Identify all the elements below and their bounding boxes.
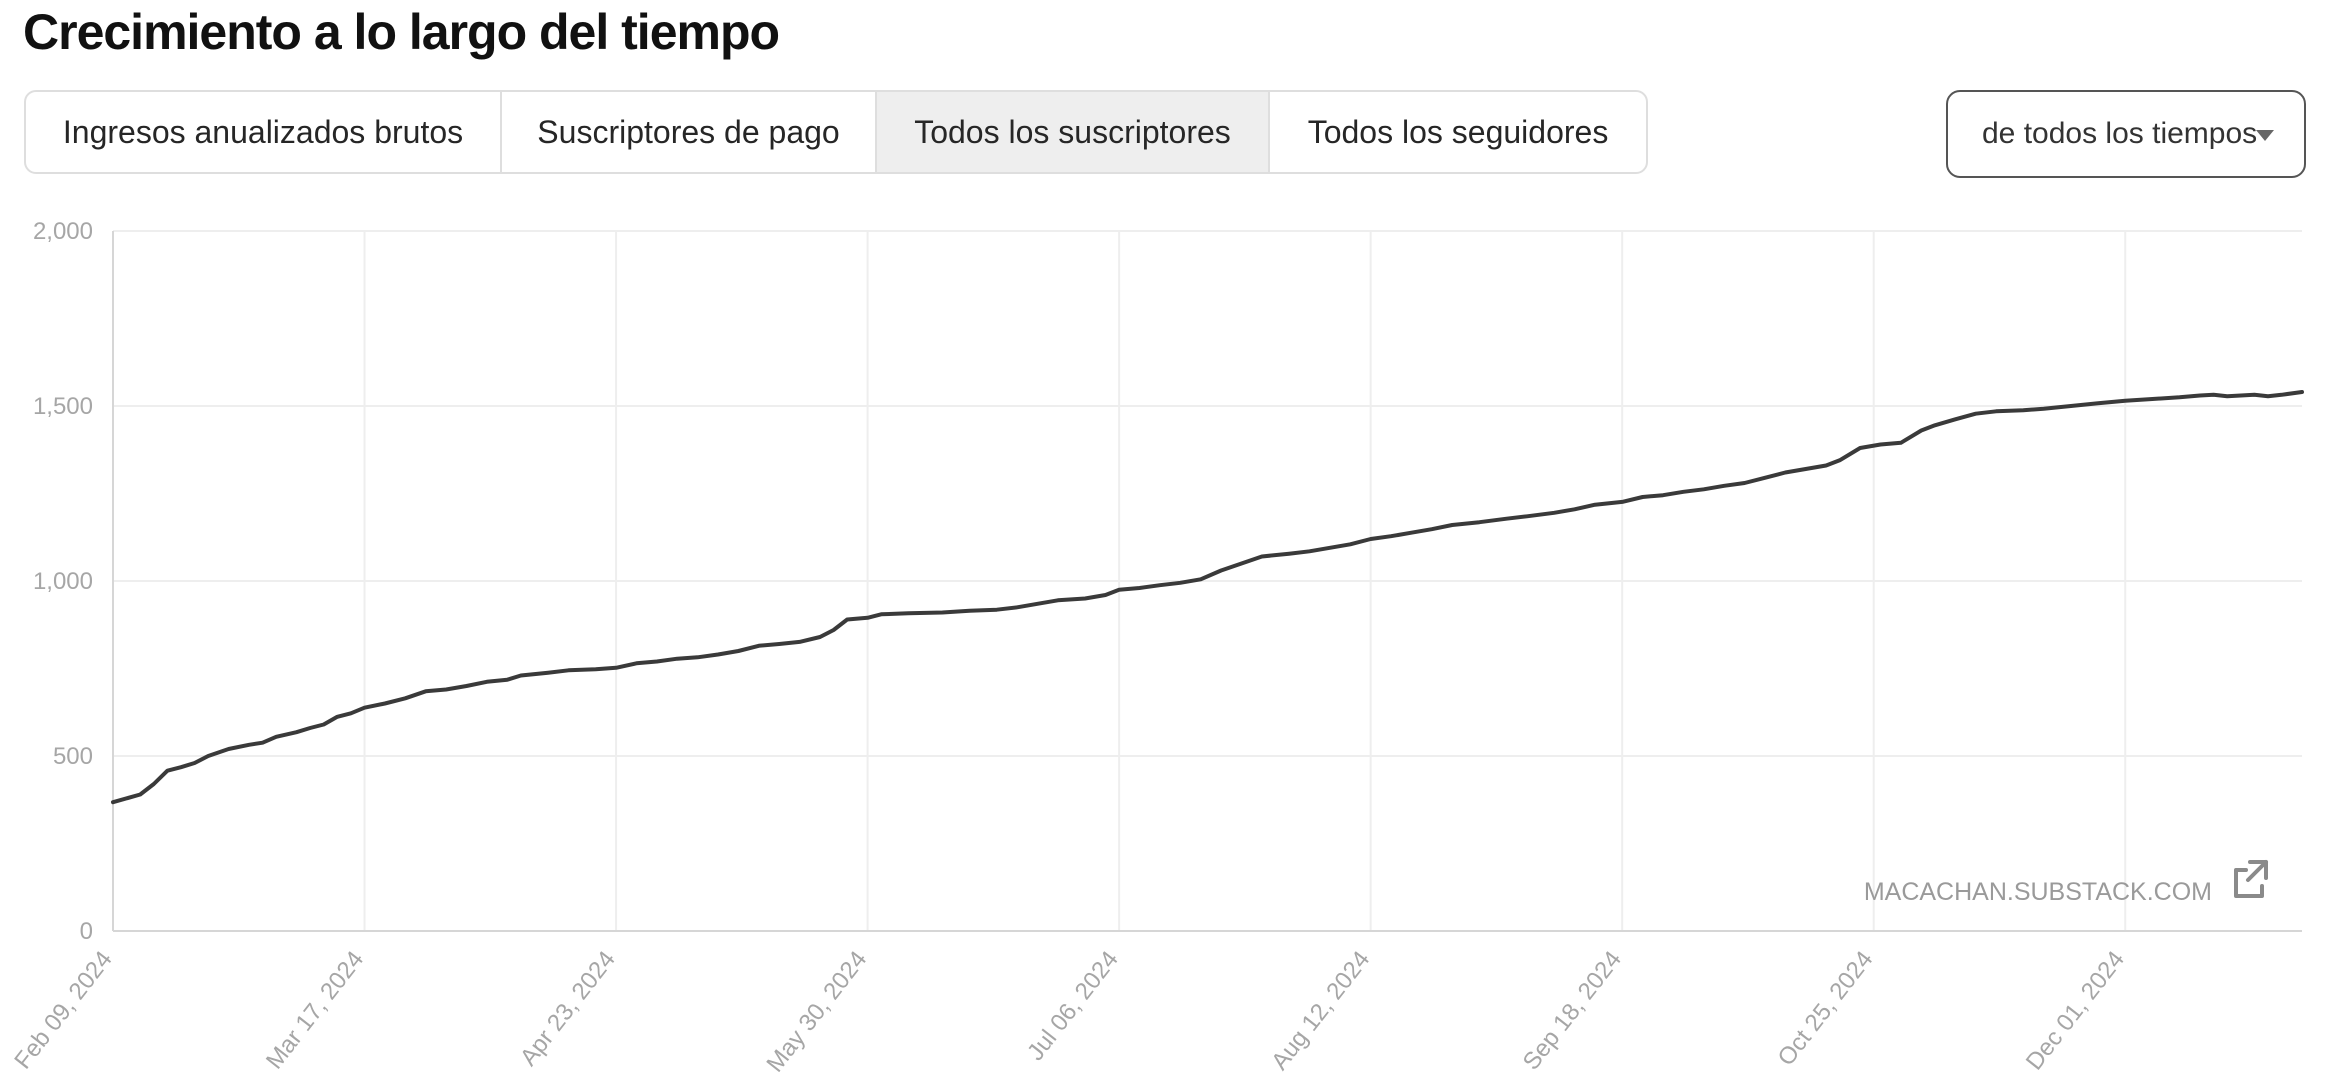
x-tick-label: Sep 18, 2024 — [1518, 946, 1627, 1075]
tab-ingresos-anualizados-brutos[interactable]: Ingresos anualizados brutos — [26, 92, 502, 172]
x-tick-label: Oct 25, 2024 — [1773, 946, 1879, 1071]
watermark-link[interactable]: MACACHAN.SUBSTACK.COM — [1864, 878, 2212, 906]
grid — [113, 230, 2302, 931]
x-tick-label: Dec 01, 2024 — [2021, 946, 2130, 1075]
metric-tabs: Ingresos anualizados brutos Suscriptores… — [24, 90, 1648, 174]
y-tick-label: 1,000 — [33, 568, 93, 595]
x-tick-label: Aug 12, 2024 — [1266, 946, 1375, 1075]
x-tick-label: Feb 09, 2024 — [9, 946, 117, 1074]
x-tick-label: Mar 17, 2024 — [261, 946, 369, 1074]
external-link-icon[interactable] — [2234, 860, 2268, 898]
y-tick-label: 1,500 — [33, 393, 93, 420]
y-tick-label: 500 — [53, 743, 93, 770]
tab-suscriptores-de-pago[interactable]: Suscriptores de pago — [502, 92, 877, 172]
tab-todos-los-suscriptores[interactable]: Todos los suscriptores — [877, 92, 1270, 172]
series-line-todos-los-suscriptores[interactable] — [111, 390, 2304, 805]
x-axis-ticks: Feb 09, 2024 Mar 17, 2024 Apr 23, 2024 May … — [9, 946, 2130, 1077]
y-tick-label: 2,000 — [33, 218, 93, 245]
x-tick-label: Jul 06, 2024 — [1022, 946, 1124, 1066]
time-range-value: de todos los tiempos — [1982, 117, 2258, 150]
page-title: Crecimiento a lo largo del tiempo — [23, 4, 780, 60]
tab-todos-los-seguidores[interactable]: Todos los seguidores — [1307, 113, 1609, 150]
y-tick-label: 0 — [80, 918, 93, 945]
axes — [112, 231, 2302, 932]
time-range-select[interactable]: de todos los tiempos — [1946, 90, 2306, 178]
y-axis-ticks: 0 500 1,000 1,500 2,000 — [33, 218, 93, 945]
x-tick-label: Apr 23, 2024 — [515, 946, 621, 1071]
x-tick-label: May 30, 2024 — [762, 946, 873, 1077]
triangle-down-icon — [2256, 130, 2274, 141]
